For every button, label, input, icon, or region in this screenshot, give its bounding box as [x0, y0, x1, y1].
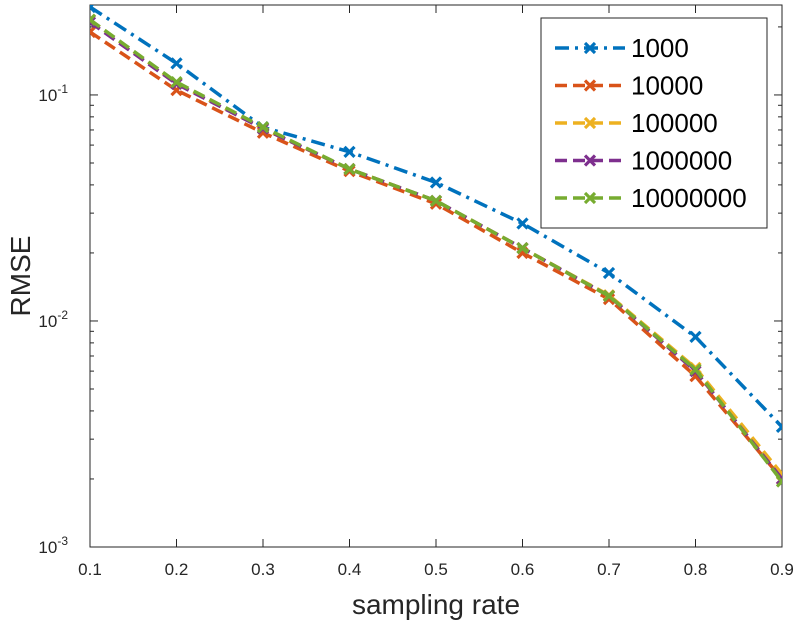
data-point-stroke-b [343, 162, 356, 176]
data-point-stroke-b [90, 25, 97, 35]
x-tick-label: 0.8 [684, 560, 708, 579]
data-point [429, 176, 443, 189]
y-tick-label: 10-1 [38, 82, 68, 105]
data-point [90, 13, 97, 26]
legend: 1000 10000 100000 1000000 10000000 [540, 17, 768, 229]
data-point-stroke-a [90, 29, 97, 39]
data-point-stroke-a [90, 19, 97, 29]
data-point-stroke-b [256, 121, 270, 134]
x-tick-label: 0.9 [770, 560, 794, 579]
data-point-stroke-b [775, 424, 782, 434]
data-point [516, 217, 529, 230]
series-layer [90, 5, 782, 488]
legend-marker [583, 154, 597, 167]
data-point-stroke-a [90, 17, 97, 26]
data-point [602, 266, 616, 280]
data-point-stroke-b [90, 13, 97, 23]
data-point [343, 162, 356, 176]
data-point-stroke-b [602, 292, 616, 306]
x-tick-label: 0.6 [511, 560, 535, 579]
data-point-stroke-b [689, 363, 702, 376]
data-point-stroke-b [429, 197, 443, 210]
series-1000 [90, 5, 782, 434]
data-point [689, 330, 702, 344]
data-point-stroke-b [516, 217, 529, 230]
legend-marker-stroke-b [583, 79, 597, 92]
legend-label: 1000000 [631, 146, 732, 176]
x-tick-label: 0.4 [338, 560, 362, 579]
data-point-stroke-a [775, 468, 782, 477]
legend-label: 100000 [631, 108, 718, 138]
data-point-stroke-b [429, 176, 443, 189]
x-tick-label: 0.3 [251, 560, 275, 579]
data-point-stroke-b [602, 289, 616, 303]
data-point [689, 363, 702, 376]
y-tick-label: 10-2 [38, 308, 68, 331]
data-point [516, 242, 529, 255]
data-point [256, 121, 270, 134]
legend-marker-stroke-b [583, 116, 597, 130]
y-tick-label: 10-3 [38, 534, 68, 557]
data-point-stroke-b [775, 479, 782, 488]
data-point [90, 25, 97, 39]
tick-labels: 0.1 0.2 0.3 0.4 0.5 0.6 0.7 0.8 0.9 10-1 10-2 10-3 [38, 82, 793, 579]
legend-marker [583, 79, 597, 92]
data-point-stroke-b [775, 476, 782, 486]
data-point-stroke-b [90, 15, 97, 25]
legend-marker-stroke-b [583, 191, 597, 205]
data-point-stroke-b [516, 242, 529, 255]
x-tick-label: 0.5 [424, 560, 448, 579]
x-tick-label: 0.7 [597, 560, 621, 579]
legend-marker-stroke-b [583, 154, 597, 167]
data-point-stroke-a [90, 5, 97, 14]
legend-label: 10000 [631, 71, 703, 101]
legend-label: 1000 [631, 33, 689, 63]
x-tick-label: 0.2 [165, 560, 189, 579]
data-point-stroke-b [602, 266, 616, 280]
series-10000000 [90, 13, 782, 488]
data-point-stroke-b [170, 57, 183, 70]
legend-marker [583, 191, 597, 205]
series-line-1000 [90, 5, 782, 429]
data-point [343, 145, 356, 158]
data-point [429, 194, 443, 207]
data-point [775, 475, 782, 488]
data-point-stroke-b [689, 330, 702, 344]
x-tick-label: 0.1 [78, 560, 102, 579]
legend-item: 10000000 [555, 183, 747, 213]
data-point [170, 57, 183, 70]
x-axis-label: sampling rate [352, 589, 520, 620]
legend-marker-stroke-b [583, 41, 597, 55]
data-point-stroke-b [343, 145, 356, 158]
data-point-stroke-b [429, 194, 443, 207]
data-point [602, 289, 616, 303]
legend-marker [583, 116, 597, 130]
data-point [90, 15, 97, 29]
legend-label: 10000000 [631, 183, 747, 213]
y-axis-label: RMSE [5, 236, 36, 317]
legend-item: 10000 [555, 71, 703, 101]
legend-marker [583, 41, 597, 55]
data-point [170, 75, 183, 89]
data-point [775, 420, 782, 434]
legend-item: 1000000 [555, 146, 732, 176]
legend-item: 100000 [555, 108, 718, 138]
data-point-stroke-a [775, 475, 782, 484]
data-point-stroke-b [170, 75, 183, 89]
data-point-stroke-a [775, 420, 782, 430]
legend-item: 1000 [555, 33, 689, 63]
data-point [90, 5, 97, 14]
